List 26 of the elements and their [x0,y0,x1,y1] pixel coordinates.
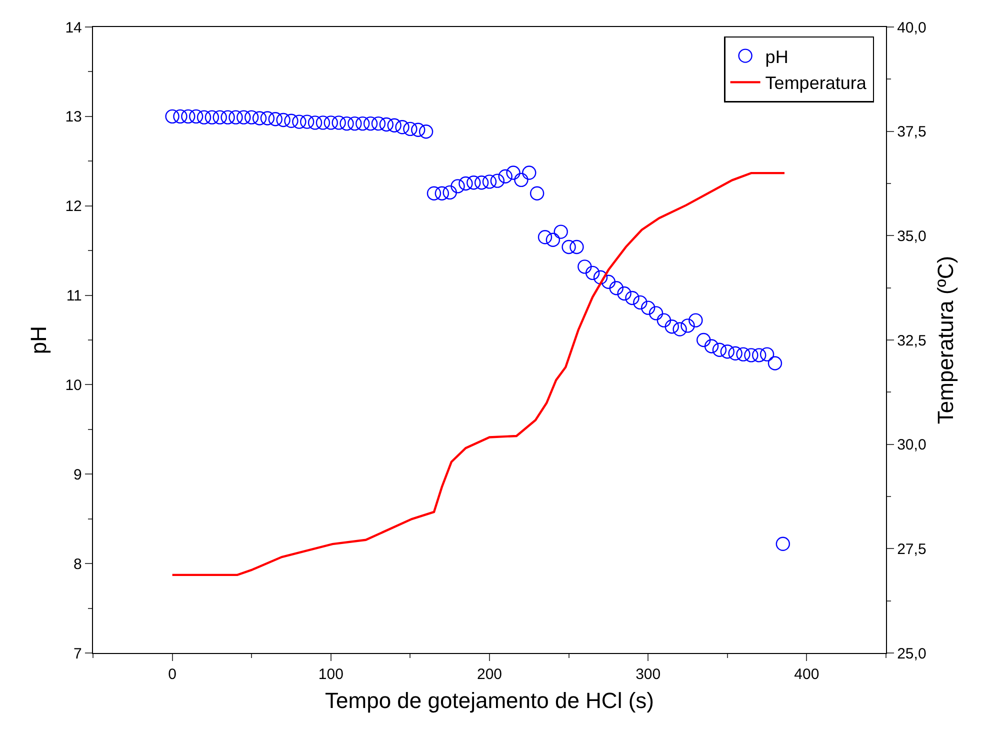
y2-tick-label: 30,0 [897,436,926,454]
y-tick-label: 14 [65,19,82,36]
y-axis-title: pH [26,326,52,354]
x-tick-label: 300 [636,666,661,684]
legend-label: Temperatura [765,73,868,94]
y-tick-label: 8 [74,556,82,573]
x-tick-label: 100 [318,666,344,684]
x-tick-label: 400 [794,666,820,684]
y2-axis-title: Temperatura (ºC) [933,256,958,424]
y-tick-label: 13 [65,108,82,126]
y-tick-label: 12 [65,198,82,216]
x-tick-label: 200 [476,666,502,684]
line-series [171,172,786,576]
y2-tick-label: 37,5 [897,124,926,141]
y2-tick-label: 35,0 [897,228,926,245]
x-tick-label: 0 [168,666,176,684]
y-tick-label: 9 [74,466,82,484]
y-tick-label: 11 [66,288,82,305]
legend-label: pH [765,46,788,67]
y-tick-label: 7 [74,645,82,662]
y2-tick-label: 25,0 [897,645,926,662]
y-tick-label: 10 [65,376,82,394]
y2-tick-label: 32,5 [897,332,926,350]
y2-tick-label: 27,5 [897,540,926,558]
y2-tick-label: 40,0 [897,19,926,36]
x-axis-title: Tempo de gotejamento de HCl (s) [325,688,654,713]
